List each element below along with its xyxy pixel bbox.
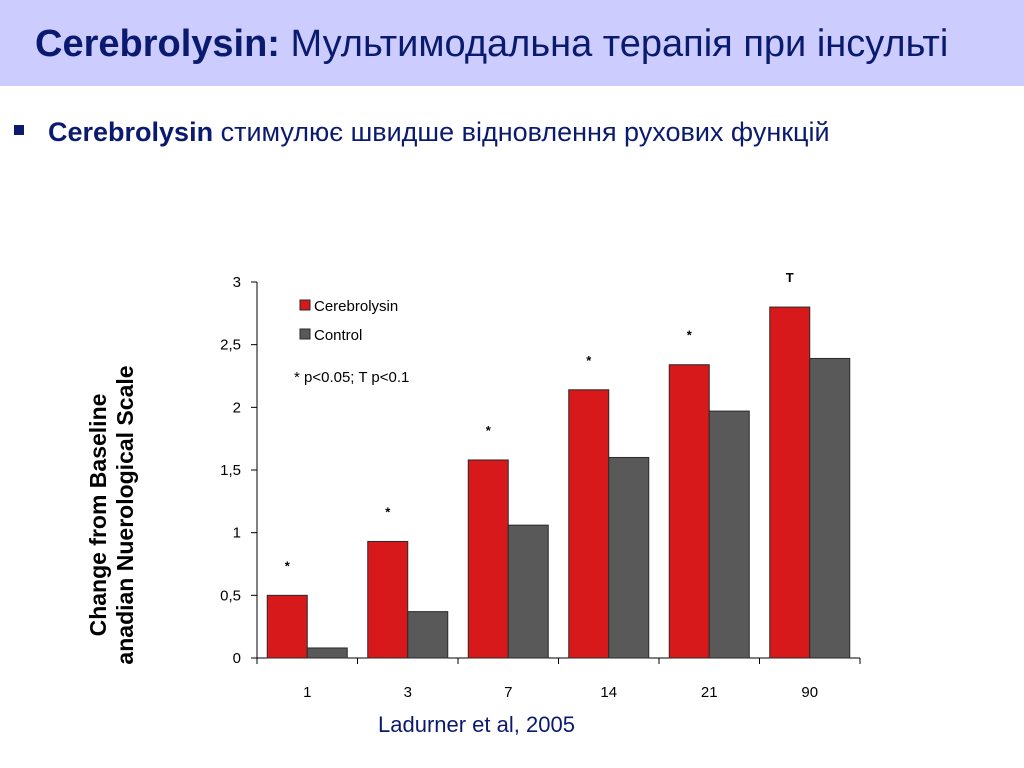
significance-mark: * (586, 353, 592, 368)
title-rest: Мультимодальна терапія при інсульті (290, 23, 949, 65)
source-citation: Ladurner et al, 2005 (378, 712, 575, 737)
legend-swatch (299, 328, 311, 340)
cerebrolysin-bar (668, 364, 710, 659)
cerebrolysin-bar (769, 306, 811, 659)
legend-swatch (299, 299, 311, 311)
slide-title: Cerebrolysin: Мультимодальна терапія при… (35, 22, 948, 66)
x-tick-label: 1 (303, 684, 311, 701)
y-tick-label: 2 (233, 399, 241, 416)
control-bar (507, 524, 549, 659)
square-bullet-icon (14, 124, 24, 135)
bullet-bold: Cerebrolysin (48, 117, 214, 147)
control-bar (708, 410, 750, 659)
y-tick-label: 3 (233, 274, 241, 291)
significance-mark: * (385, 504, 391, 519)
y-tick-label: 1 (233, 525, 241, 542)
legend-label: Control (314, 327, 362, 344)
title-band (0, 0, 1024, 86)
significance-mark: * (486, 423, 492, 438)
x-tick-label: 3 (404, 684, 412, 701)
y-tick-label: 0,5 (220, 587, 241, 604)
significance-mark: T (786, 270, 794, 285)
x-tick-label: 14 (600, 684, 617, 701)
x-tick-label: 7 (504, 684, 512, 701)
y-tick-label: 1,5 (220, 462, 241, 479)
x-tick-label: 90 (801, 684, 818, 701)
cerebrolysin-bar (467, 459, 509, 659)
control-bar (407, 611, 449, 659)
significance-mark: * (285, 558, 291, 573)
significance-annotation: * p<0.05; T p<0.1 (294, 369, 409, 386)
significance-mark: * (687, 328, 693, 343)
y-tick-label: 0 (233, 650, 241, 667)
y-tick-label: 2,5 (220, 337, 241, 354)
bullet-text: стимулює швидше відновлення рухових функ… (220, 117, 830, 147)
cerebrolysin-bar (266, 594, 308, 659)
title-bold: Cerebrolysin: (35, 23, 280, 65)
control-bar (608, 456, 650, 659)
bullet-point: Cerebrolysin стимулює швидше відновлення… (14, 115, 830, 149)
x-tick-label: 21 (701, 684, 718, 701)
cerebrolysin-bar (367, 540, 409, 659)
cerebrolysin-bar (568, 389, 610, 659)
legend-label: Cerebrolysin (314, 298, 398, 315)
control-bar (306, 647, 348, 659)
control-bar (809, 357, 851, 659)
